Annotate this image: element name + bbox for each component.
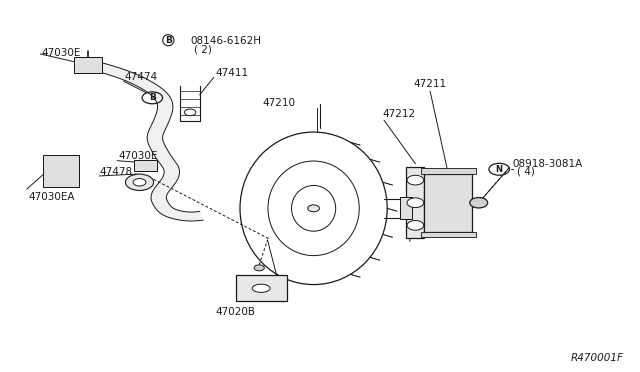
Text: ( 4): ( 4): [517, 167, 535, 177]
Circle shape: [407, 221, 424, 230]
FancyBboxPatch shape: [236, 275, 287, 301]
Text: B: B: [165, 36, 172, 45]
Text: 08918-3081A: 08918-3081A: [512, 159, 582, 169]
Circle shape: [308, 205, 319, 212]
FancyBboxPatch shape: [421, 231, 476, 237]
Text: 47478: 47478: [99, 167, 132, 177]
FancyBboxPatch shape: [134, 160, 157, 171]
FancyBboxPatch shape: [424, 174, 472, 231]
Text: 47030E: 47030E: [42, 48, 81, 58]
Ellipse shape: [252, 284, 270, 292]
Circle shape: [407, 175, 424, 185]
FancyBboxPatch shape: [406, 167, 424, 238]
Text: 47411: 47411: [215, 68, 248, 78]
Text: 47212: 47212: [383, 109, 416, 119]
Circle shape: [184, 109, 196, 116]
Text: ( 2): ( 2): [194, 44, 212, 54]
Text: 47030EA: 47030EA: [28, 192, 75, 202]
Circle shape: [133, 179, 146, 186]
FancyBboxPatch shape: [400, 197, 412, 219]
Text: 47210: 47210: [262, 98, 296, 108]
Text: 47474: 47474: [125, 72, 158, 82]
Text: N: N: [496, 165, 502, 174]
FancyBboxPatch shape: [43, 155, 79, 187]
Text: 08146-6162H: 08146-6162H: [191, 36, 262, 46]
Circle shape: [125, 174, 154, 190]
Text: 47030E: 47030E: [118, 151, 158, 161]
Circle shape: [254, 265, 264, 271]
Polygon shape: [96, 63, 204, 221]
Text: 47211: 47211: [413, 79, 447, 89]
FancyBboxPatch shape: [74, 57, 102, 73]
Text: 47020B: 47020B: [216, 307, 255, 317]
FancyBboxPatch shape: [421, 168, 476, 174]
Circle shape: [407, 198, 424, 208]
Circle shape: [470, 198, 488, 208]
Text: R470001F: R470001F: [571, 353, 624, 363]
Text: B: B: [149, 93, 156, 102]
